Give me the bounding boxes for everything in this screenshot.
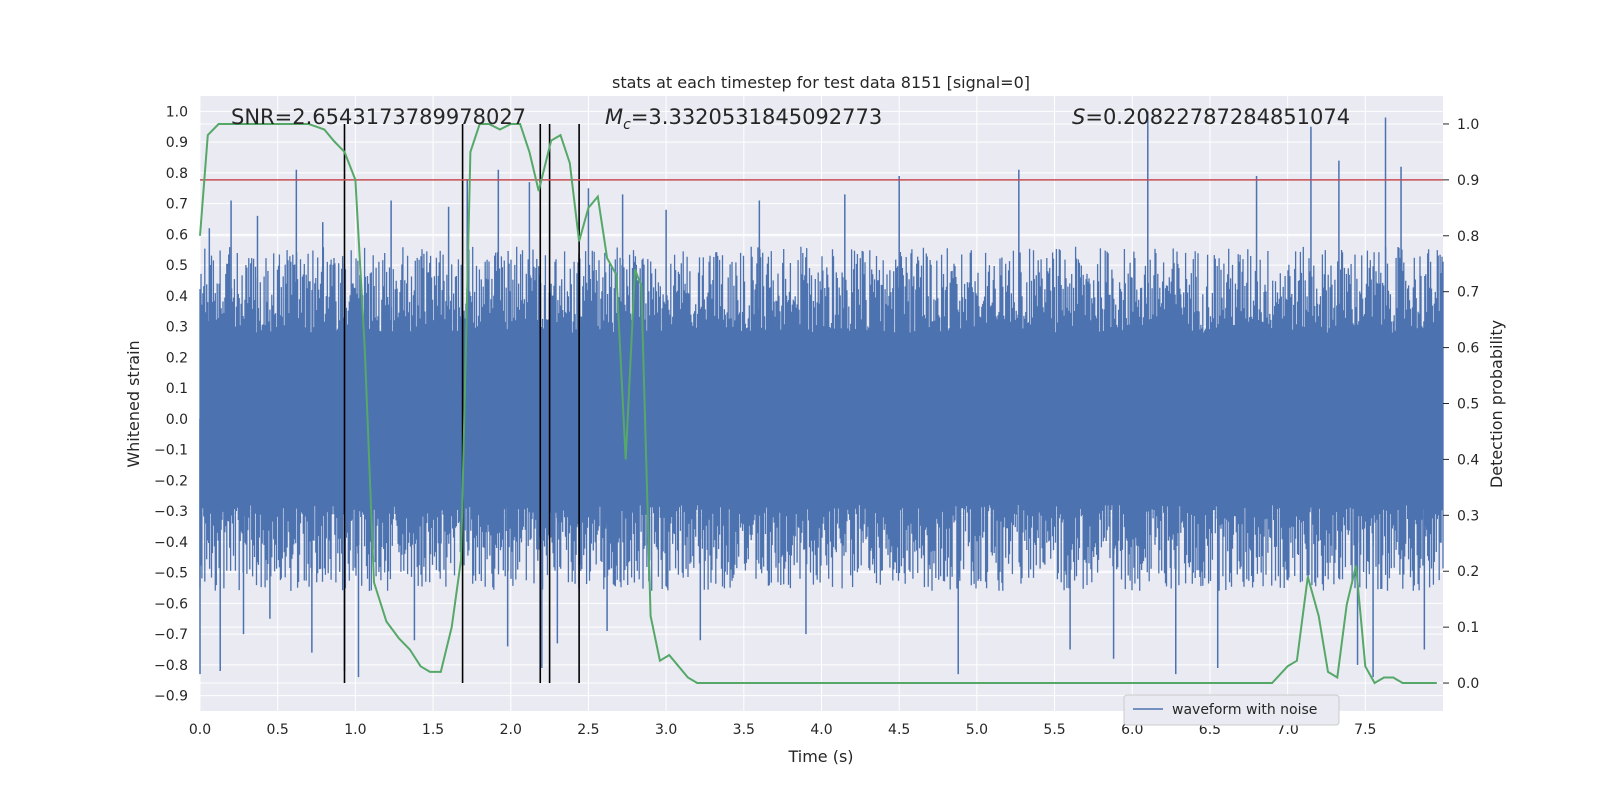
waveform-series bbox=[199, 111, 1444, 678]
y-left-tick-label: 0.8 bbox=[166, 166, 188, 182]
x-tick-label: 6.5 bbox=[1199, 722, 1221, 738]
y-left-tick-label: −0.7 bbox=[154, 627, 188, 643]
x-tick-label: 0.5 bbox=[267, 722, 289, 738]
y-left-tick-label: 1.0 bbox=[166, 104, 188, 120]
y-left-tick-label: −0.3 bbox=[154, 504, 188, 520]
chart-title: stats at each timestep for test data 815… bbox=[612, 73, 1030, 92]
y-right-tick-label: 1.0 bbox=[1457, 117, 1479, 133]
legend: waveform with noise bbox=[1123, 694, 1340, 726]
y-left-ticks: 1.0 0.9 0.8 0.7 0.6 0.5 0.4 0.3 0.2 0.1 0.0 −0.1 −0.… bbox=[154, 104, 188, 704]
y-right-tick-label: 0.6 bbox=[1457, 341, 1479, 357]
y-left-tick-label: 0.1 bbox=[166, 381, 188, 397]
y-left-tick-label: 0.6 bbox=[166, 227, 188, 243]
x-axis-label: Time (s) bbox=[787, 747, 853, 766]
x-tick-label: 5.5 bbox=[1043, 722, 1065, 738]
x-tick-label: 6.0 bbox=[1121, 722, 1143, 738]
y-right-tick-label: 0.5 bbox=[1457, 397, 1479, 413]
legend-entry-waveform: waveform with noise bbox=[1172, 702, 1317, 718]
x-tick-label: 1.5 bbox=[422, 722, 444, 738]
y-left-tick-label: 0.5 bbox=[166, 258, 188, 274]
y-left-tick-label: −0.6 bbox=[154, 596, 188, 612]
y-right-tick-label: 0.2 bbox=[1457, 564, 1479, 580]
x-tick-label: 7.5 bbox=[1354, 722, 1376, 738]
x-tick-label: 4.5 bbox=[888, 722, 910, 738]
s-value: =0.20822787284851074 bbox=[1085, 105, 1350, 129]
x-tick-label: 1.0 bbox=[344, 722, 366, 738]
y-right-tick-label: 0.4 bbox=[1457, 452, 1479, 468]
x-tick-label: 7.0 bbox=[1276, 722, 1298, 738]
s-annotation: S=0.20822787284851074 bbox=[1072, 105, 1350, 129]
x-tick-label: 5.0 bbox=[966, 722, 988, 738]
y-right-axis-label: Detection probability bbox=[1487, 320, 1506, 488]
y-left-axis-label: Whitened strain bbox=[124, 340, 143, 467]
y-right-tick-label: 0.9 bbox=[1457, 173, 1479, 189]
s-symbol: S bbox=[1072, 105, 1085, 129]
event-lines bbox=[343, 123, 580, 684]
y-left-tick-label: 0.3 bbox=[166, 320, 188, 336]
y-right-tick-label: 0.0 bbox=[1457, 676, 1479, 692]
probability-line bbox=[199, 123, 1437, 685]
probability-series bbox=[199, 123, 1437, 685]
chirp-mass-subscript: c bbox=[623, 117, 631, 133]
chirp-mass-annotation: Mc=3.3320531845092773 bbox=[605, 105, 882, 133]
y-left-tick-label: −0.9 bbox=[154, 689, 188, 705]
x-tick-label: 3.0 bbox=[655, 722, 677, 738]
y-right-tick-label: 0.3 bbox=[1457, 508, 1479, 524]
y-right-tick-label: 0.1 bbox=[1457, 620, 1479, 636]
snr-annotation: SNR=2.6543173789978027 bbox=[231, 105, 526, 129]
chirp-mass-value: =3.3320531845092773 bbox=[631, 105, 882, 129]
y-left-tick-label: −0.2 bbox=[154, 473, 188, 489]
x-tick-label: 3.5 bbox=[733, 722, 755, 738]
y-left-tick-label: 0.2 bbox=[166, 350, 188, 366]
waveform-core-band bbox=[200, 332, 1443, 505]
y-left-tick-label: −0.8 bbox=[154, 658, 188, 674]
y-left-tick-label: −0.5 bbox=[154, 566, 188, 582]
y-left-tick-label: 0.0 bbox=[166, 412, 188, 428]
y-right-ticks: 1.0 0.9 0.8 0.7 0.6 0.5 0.4 0.3 0.2 0.1 0.0 bbox=[1443, 117, 1479, 692]
y-left-tick-label: 0.9 bbox=[166, 135, 188, 151]
y-right-tick-label: 0.7 bbox=[1457, 285, 1479, 301]
y-left-tick-label: 0.4 bbox=[166, 289, 188, 305]
x-tick-label: 4.0 bbox=[810, 722, 832, 738]
chirp-mass-symbol: M bbox=[605, 105, 623, 129]
y-left-tick-label: −0.4 bbox=[154, 535, 188, 551]
y-left-tick-label: 0.7 bbox=[166, 197, 188, 213]
y-left-tick-label: −0.1 bbox=[154, 443, 188, 459]
x-tick-label: 2.5 bbox=[577, 722, 599, 738]
x-axis-ticks: 0.0 0.5 1.0 1.5 2.0 2.5 3.0 3.5 4.0 4.5 5.0 5.5 6.0 6… bbox=[189, 722, 1377, 738]
legend-box bbox=[1123, 694, 1340, 726]
x-tick-label: 2.0 bbox=[500, 722, 522, 738]
y-right-tick-label: 0.8 bbox=[1457, 229, 1479, 245]
x-tick-label: 0.0 bbox=[189, 722, 211, 738]
